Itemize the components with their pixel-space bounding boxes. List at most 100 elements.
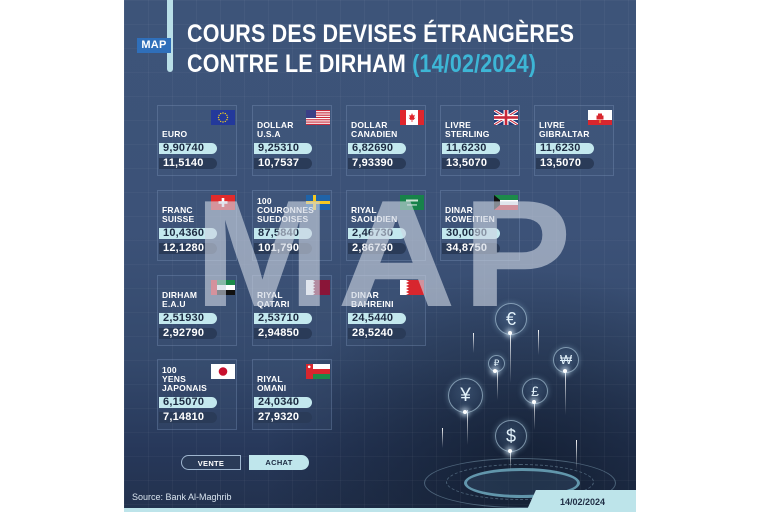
achat-value: 2,46730: [348, 228, 406, 239]
vente-value: 7,14810: [159, 412, 217, 423]
infographic-panel: MAP COURS DES DEVISES ÉTRANGÈRES CONTRE …: [124, 0, 636, 512]
currency-label: 100 COURONNES SUEDOISES: [257, 196, 315, 224]
currency-card-euro: EURO 9,90740 11,5140: [157, 105, 237, 176]
legend-achat: ACHAT: [249, 455, 309, 470]
dollar-symbol-icon: $: [495, 420, 527, 452]
title-date: (14/02/2024): [412, 50, 537, 78]
achat-value: 24,5440: [348, 313, 406, 324]
currency-label: DOLLAR U.S.A: [257, 120, 294, 139]
currency-label: DINAR BAHREINI: [351, 290, 394, 309]
vente-value: 2,92790: [159, 328, 217, 339]
legend-vente: VENTE: [181, 455, 241, 470]
light-beam: [473, 333, 474, 353]
eu-flag-icon: [211, 110, 235, 125]
qatar-flag-icon: [306, 280, 330, 295]
currency-label: RIYAL SAOUDIEN: [351, 205, 398, 224]
vente-value: 28,5240: [348, 328, 406, 339]
currency-card-riyal-qatari: RIYAL QATARI 2,53710 2,94850: [252, 275, 332, 346]
currency-card-livre-sterling: LIVRE STERLING 11,6230 13,5070: [440, 105, 520, 176]
currency-card-franc-suisse: FRANC SUISSE 10,4360 12,1280: [157, 190, 237, 261]
gibraltar-flag-icon: [588, 110, 612, 125]
vente-value: 27,9320: [254, 412, 312, 423]
currency-card-riyal-omani: RIYAL OMANI 24,0340 27,9320: [252, 359, 332, 430]
won-symbol-icon: ₩: [553, 347, 579, 373]
currency-label: DOLLAR CANADIEN: [351, 120, 398, 139]
glow-spark: [532, 400, 536, 404]
vente-value: 13,5070: [442, 158, 500, 169]
map-logo: MAP: [137, 38, 171, 53]
currency-label: DIRHAM E.A.U: [162, 290, 198, 309]
uk-flag-icon: [494, 110, 518, 125]
title-text: CONTRE LE DIRHAM: [187, 50, 406, 78]
achat-value: 30,0090: [442, 228, 500, 239]
uae-flag-icon: [211, 280, 235, 295]
euro-symbol-icon: €: [495, 303, 527, 335]
achat-value: 11,6230: [442, 143, 500, 154]
vente-value: 7,93390: [348, 158, 406, 169]
light-beam: [534, 400, 535, 430]
currency-card-yens-japonais: 100 YENS JAPONAIS 6,15070 7,14810: [157, 359, 237, 430]
light-beam: [538, 330, 539, 355]
header-accent-bar: [167, 0, 173, 72]
vente-value: 2,86730: [348, 243, 406, 254]
light-beam: [442, 428, 443, 448]
glow-spark: [508, 331, 512, 335]
bahrain-flag-icon: [400, 280, 424, 295]
currency-label: RIYAL QATARI: [257, 290, 290, 309]
source-text: Source: Bank Al-Maghrib: [132, 492, 232, 502]
achat-value: 10,4360: [159, 228, 217, 239]
switzerland-flag-icon: [211, 195, 235, 210]
currency-label: FRANC SUISSE: [162, 205, 195, 224]
light-beam: [510, 333, 511, 383]
vente-value: 34,8750: [442, 243, 500, 254]
sweden-flag-icon: [306, 195, 330, 210]
glow-spark: [563, 369, 567, 373]
glow-spark: [508, 449, 512, 453]
usa-flag-icon: [306, 110, 330, 125]
currency-label: DINAR KOWEITIEN: [445, 205, 495, 224]
page-title-line2: CONTRE LE DIRHAM (14/02/2024): [187, 51, 536, 77]
platform-ring-outer: [424, 458, 616, 508]
pound-symbol-icon: £: [522, 378, 548, 404]
light-beam: [467, 410, 468, 445]
vente-value: 13,5070: [536, 158, 594, 169]
currency-card-dirham-eau: DIRHAM E.A.U 2,51930 2,92790: [157, 275, 237, 346]
light-beam: [565, 370, 566, 415]
currency-card-dollar-usa: DOLLAR U.S.A 9,25310 10,7537: [252, 105, 332, 176]
vente-value: 10,7537: [254, 158, 312, 169]
currency-card-dinar-koweitien: DINAR KOWEITIEN 30,0090 34,8750: [440, 190, 520, 261]
achat-value: 11,6230: [536, 143, 594, 154]
currency-card-couronnes-suedoises: 100 COURONNES SUEDOISES 87,5840 101,790: [252, 190, 332, 261]
kuwait-flag-icon: [494, 195, 518, 210]
vente-value: 12,1280: [159, 243, 217, 254]
footer-strip: [124, 508, 636, 512]
achat-value: 9,90740: [159, 143, 217, 154]
footer-date-tab: [526, 490, 636, 512]
light-beam: [497, 370, 498, 400]
currency-label: LIVRE STERLING: [445, 120, 490, 139]
achat-value: 24,0340: [254, 397, 312, 408]
vente-value: 2,94850: [254, 328, 312, 339]
currency-label: LIVRE GIBRALTAR: [539, 120, 590, 139]
oman-flag-icon: [306, 364, 330, 379]
achat-value: 2,53710: [254, 313, 312, 324]
achat-value: 9,25310: [254, 143, 312, 154]
canada-flag-icon: [400, 110, 424, 125]
light-beam: [510, 450, 511, 470]
currency-card-riyal-saoudien: RIYAL SAOUDIEN 2,46730 2,86730: [346, 190, 426, 261]
footer-date: 14/02/2024: [559, 497, 605, 507]
glow-spark: [493, 369, 497, 373]
vente-value: 101,790: [254, 243, 312, 254]
currency-card-dollar-canadien: DOLLAR CANADIEN 6,82690 7,93390: [346, 105, 426, 176]
currency-label: RIYAL OMANI: [257, 374, 287, 393]
yen-symbol-icon: ¥: [448, 378, 483, 413]
achat-value: 6,15070: [159, 397, 217, 408]
currency-label: 100 YENS JAPONAIS: [162, 365, 208, 393]
achat-value: 2,51930: [159, 313, 217, 324]
currency-label: EURO: [162, 129, 188, 139]
platform-ring-middle: [446, 464, 594, 500]
achat-value: 6,82690: [348, 143, 406, 154]
currency-card-dinar-bahreini: DINAR BAHREINI 24,5440 28,5240: [346, 275, 426, 346]
glow-spark: [463, 410, 467, 414]
light-beam: [576, 440, 577, 470]
